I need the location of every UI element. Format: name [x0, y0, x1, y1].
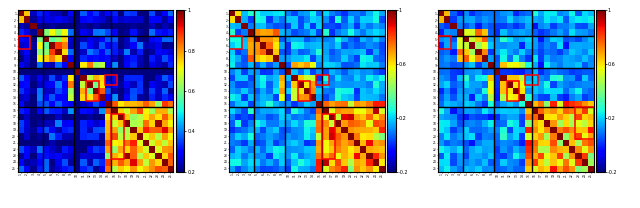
Bar: [323, 114, 335, 159]
Bar: [105, 75, 118, 84]
Bar: [316, 75, 329, 84]
Bar: [507, 81, 519, 101]
Bar: [575, 107, 594, 139]
Bar: [525, 75, 538, 84]
Bar: [111, 114, 124, 159]
Bar: [86, 81, 99, 101]
Bar: [438, 36, 451, 49]
Bar: [18, 36, 30, 49]
Bar: [298, 81, 310, 101]
Bar: [229, 36, 241, 49]
